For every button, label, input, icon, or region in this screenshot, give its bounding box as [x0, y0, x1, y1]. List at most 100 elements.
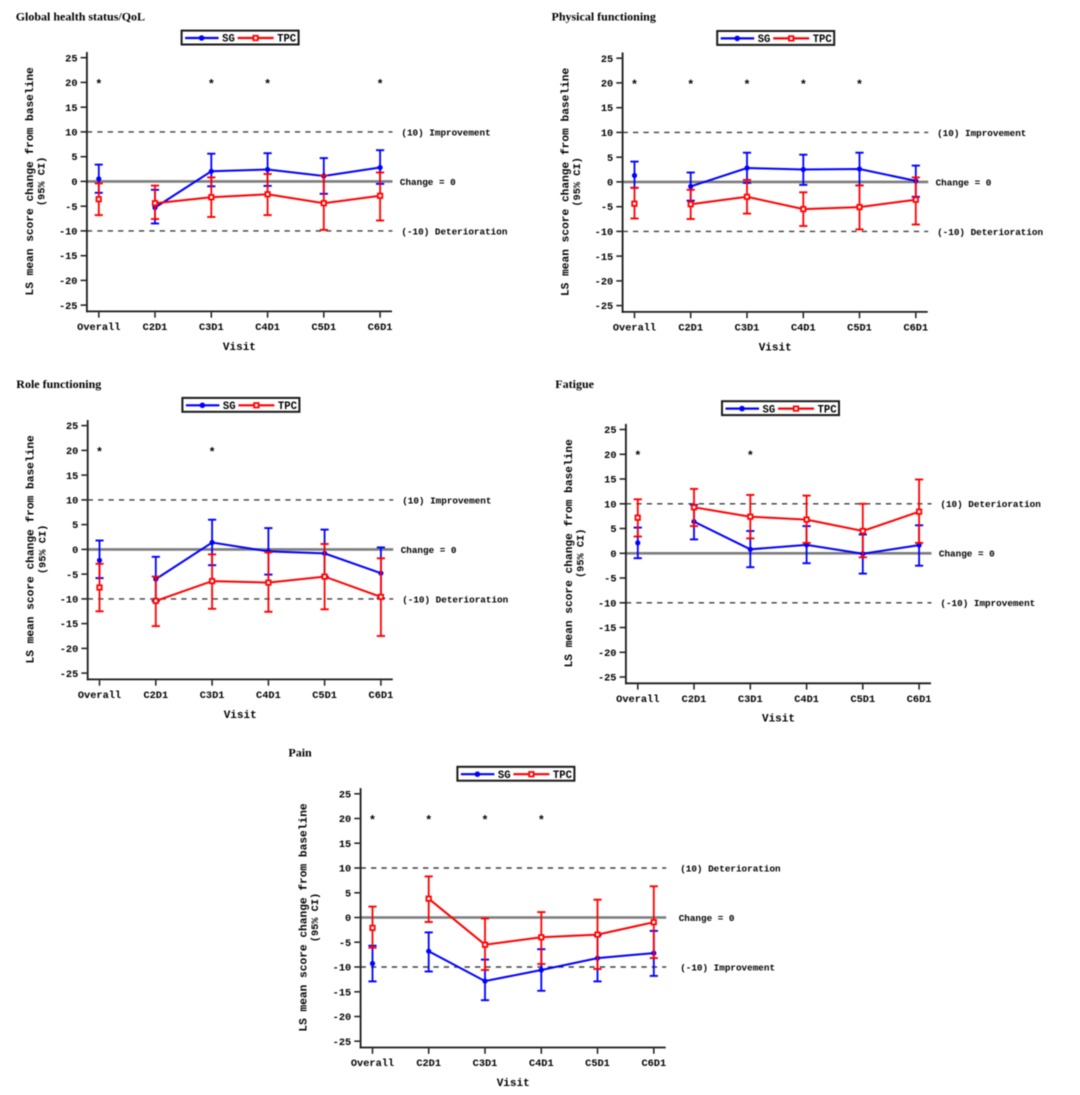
svg-text:Change = 0: Change = 0 — [679, 913, 735, 924]
svg-text:0: 0 — [71, 177, 77, 189]
svg-text:10: 10 — [601, 128, 613, 140]
svg-text:-5: -5 — [339, 938, 351, 950]
svg-text:0: 0 — [610, 549, 616, 561]
svg-text:C3D1: C3D1 — [735, 323, 760, 335]
svg-text:-5: -5 — [604, 574, 616, 586]
svg-text:Visit: Visit — [224, 710, 257, 722]
svg-text:0: 0 — [607, 178, 613, 190]
svg-text:Visit: Visit — [762, 714, 795, 726]
svg-text:C2D1: C2D1 — [143, 690, 168, 702]
svg-text:(-10) Deterioration: (-10) Deterioration — [401, 226, 507, 237]
svg-text:(10) Improvement: (10) Improvement — [402, 495, 491, 506]
svg-text:5: 5 — [610, 524, 616, 536]
svg-text:SG: SG — [763, 404, 776, 416]
svg-text:Change = 0: Change = 0 — [936, 177, 992, 188]
svg-text:5: 5 — [71, 152, 77, 164]
svg-text:(10) Improvement: (10) Improvement — [401, 127, 490, 138]
svg-text:LS mean score change from base: LS mean score change from baseline — [299, 803, 311, 1032]
svg-text:Pain: Pain — [288, 745, 312, 759]
svg-text:*: * — [687, 78, 694, 92]
svg-text:-10: -10 — [59, 227, 78, 239]
svg-text:Overall: Overall — [351, 1058, 394, 1070]
svg-text:Fatigue: Fatigue — [555, 377, 594, 391]
svg-text:Overall: Overall — [613, 323, 656, 335]
svg-text:15: 15 — [604, 475, 616, 487]
svg-text:C4D1: C4D1 — [791, 323, 816, 335]
svg-text:Visit: Visit — [759, 342, 792, 354]
svg-text:-20: -20 — [595, 277, 614, 289]
svg-text:Overall: Overall — [78, 690, 121, 702]
svg-text:LS mean score change from base: LS mean score change from baseline — [561, 67, 573, 296]
svg-text:0: 0 — [345, 913, 351, 925]
svg-text:-25: -25 — [60, 669, 79, 681]
svg-text:Overall: Overall — [77, 322, 120, 334]
svg-text:-10: -10 — [598, 598, 617, 610]
svg-text:5: 5 — [72, 520, 78, 532]
svg-text:SG: SG — [223, 401, 236, 413]
svg-text:C5D1: C5D1 — [585, 1058, 610, 1070]
svg-text:SG: SG — [498, 770, 511, 782]
svg-text:Overall: Overall — [616, 694, 659, 706]
svg-text:15: 15 — [65, 103, 77, 115]
svg-text:*: * — [481, 814, 488, 828]
svg-text:*: * — [743, 78, 750, 92]
svg-text:(10) Deterioration: (10) Deterioration — [680, 863, 781, 874]
svg-text:-15: -15 — [60, 619, 79, 631]
svg-text:*: * — [747, 450, 754, 464]
svg-text:-10: -10 — [595, 227, 614, 239]
svg-text:C2D1: C2D1 — [416, 1058, 441, 1070]
svg-text:Role functioning: Role functioning — [16, 377, 101, 391]
svg-text:-10: -10 — [333, 963, 352, 975]
svg-text:*: * — [208, 78, 215, 92]
svg-text:LS mean score change from base: LS mean score change from baseline — [564, 439, 576, 668]
svg-text:*: * — [856, 78, 863, 92]
svg-text:C4D1: C4D1 — [256, 690, 281, 702]
svg-text:(-10) Deterioration: (-10) Deterioration — [937, 227, 1043, 238]
svg-text:(-10) Improvement: (-10) Improvement — [680, 962, 775, 973]
svg-text:(95% CI): (95% CI) — [37, 525, 49, 574]
svg-text:Global health status/QoL: Global health status/QoL — [16, 9, 145, 23]
svg-text:Change = 0: Change = 0 — [401, 545, 457, 556]
svg-text:TPC: TPC — [553, 770, 573, 782]
svg-text:Physical functioning: Physical functioning — [552, 10, 656, 24]
svg-text:C3D1: C3D1 — [738, 694, 763, 706]
svg-text:-15: -15 — [595, 252, 614, 264]
svg-text:*: * — [376, 78, 383, 92]
svg-text:*: * — [95, 78, 102, 92]
svg-text:25: 25 — [339, 789, 351, 801]
svg-text:C2D1: C2D1 — [143, 322, 168, 334]
svg-text:C3D1: C3D1 — [473, 1058, 498, 1070]
svg-text:C6D1: C6D1 — [903, 323, 928, 335]
svg-text:C4D1: C4D1 — [255, 322, 280, 334]
svg-text:SG: SG — [222, 34, 235, 46]
svg-text:20: 20 — [66, 446, 78, 458]
svg-text:C6D1: C6D1 — [907, 694, 932, 706]
svg-text:10: 10 — [339, 864, 351, 876]
svg-text:C5D1: C5D1 — [847, 323, 872, 335]
svg-text:SG: SG — [758, 34, 771, 46]
svg-text:15: 15 — [66, 471, 78, 483]
svg-text:C4D1: C4D1 — [794, 694, 819, 706]
svg-text:-25: -25 — [598, 673, 617, 685]
svg-text:25: 25 — [66, 421, 78, 433]
svg-text:(10) Improvement: (10) Improvement — [937, 128, 1026, 139]
svg-text:20: 20 — [604, 450, 616, 462]
svg-text:C5D1: C5D1 — [311, 322, 336, 334]
svg-text:C5D1: C5D1 — [850, 694, 875, 706]
svg-text:-5: -5 — [601, 202, 613, 214]
svg-text:*: * — [634, 450, 641, 464]
svg-text:-15: -15 — [59, 251, 78, 263]
svg-text:(95% CI): (95% CI) — [37, 157, 49, 206]
svg-text:(-10) Improvement: (-10) Improvement — [940, 598, 1035, 609]
svg-text:(95% CI): (95% CI) — [572, 157, 584, 206]
svg-text:-25: -25 — [595, 301, 614, 313]
svg-text:*: * — [425, 814, 432, 828]
svg-text:C2D1: C2D1 — [678, 323, 703, 335]
svg-text:20: 20 — [601, 79, 613, 91]
svg-text:C5D1: C5D1 — [312, 690, 337, 702]
svg-text:Visit: Visit — [497, 1078, 530, 1090]
svg-text:*: * — [631, 78, 638, 92]
svg-text:(95% CI): (95% CI) — [576, 529, 588, 578]
svg-text:C6D1: C6D1 — [369, 690, 394, 702]
svg-text:LS mean score change from base: LS mean score change from baseline — [26, 435, 38, 664]
